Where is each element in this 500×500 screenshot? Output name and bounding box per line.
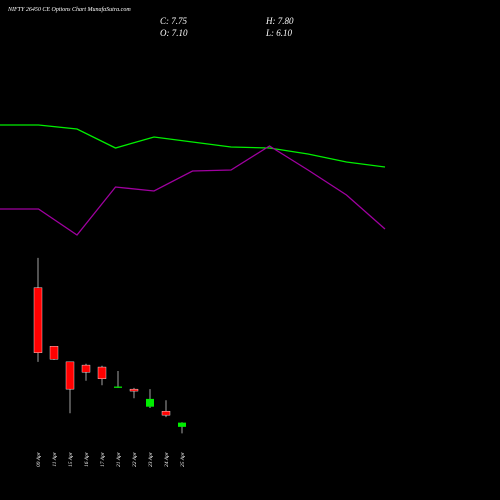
candle-body: [129, 388, 139, 392]
moving-average-line: [0, 145, 386, 236]
candle-body: [161, 411, 171, 416]
x-tick-label: 11 Apr: [52, 451, 58, 466]
chart-title: NIFTY 26450 CE Options Chart MunafaSutra…: [7, 6, 131, 13]
open-label: O: 7.10: [160, 28, 188, 38]
low-label: L: 6.10: [265, 28, 293, 38]
x-tick-label: 25 Apr: [180, 451, 186, 467]
x-tick-label: 16 Apr: [84, 451, 90, 467]
x-tick-label: 21 Apr: [116, 451, 122, 467]
high-label: H: 7.80: [265, 16, 294, 26]
x-tick-label: 09 Apr: [36, 451, 42, 467]
x-tick-label: 15 Apr: [68, 451, 74, 467]
x-tick-label: 17 Apr: [100, 451, 106, 467]
candle-body: [65, 361, 75, 390]
candle-body: [81, 364, 91, 373]
close-label: C: 7.75: [160, 16, 188, 26]
candle-body: [146, 398, 154, 407]
candle-body: [33, 287, 43, 353]
candle-body: [97, 366, 107, 379]
candle-body: [178, 422, 186, 427]
x-tick-label: 22 Apr: [132, 451, 138, 467]
candle-body: [49, 346, 59, 360]
candle-body: [114, 386, 122, 388]
moving-average-line: [0, 124, 386, 168]
x-tick-label: 24 Apr: [163, 451, 170, 467]
x-tick-label: 23 Apr: [148, 451, 154, 467]
